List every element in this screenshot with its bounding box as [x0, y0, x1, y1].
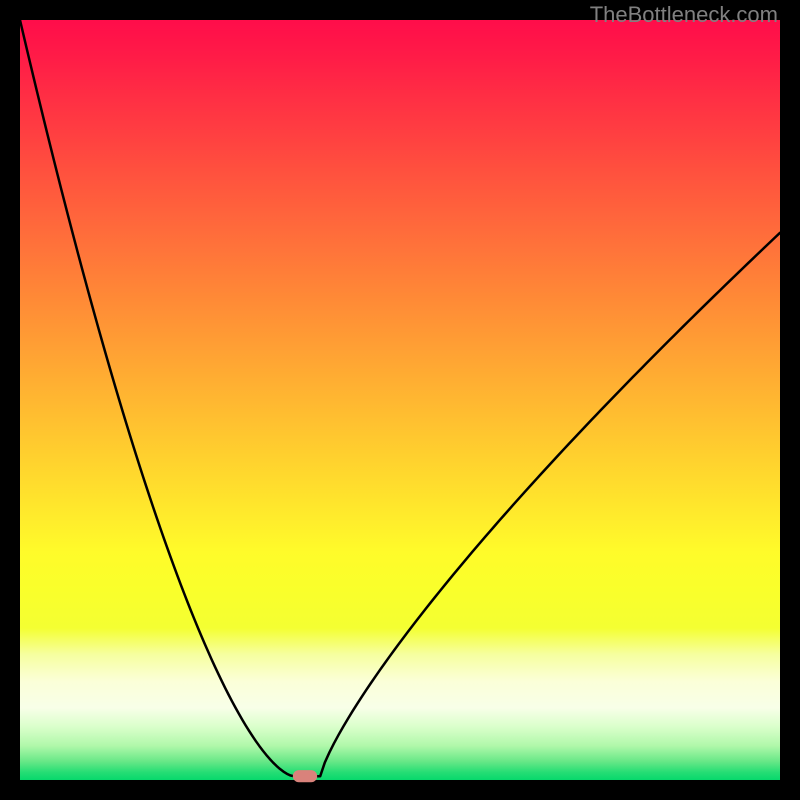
plot-background [20, 20, 780, 780]
optimum-marker [293, 770, 317, 782]
bottleneck-chart [0, 0, 800, 800]
watermark-text: TheBottleneck.com [590, 2, 778, 28]
chart-container: TheBottleneck.com [0, 0, 800, 800]
